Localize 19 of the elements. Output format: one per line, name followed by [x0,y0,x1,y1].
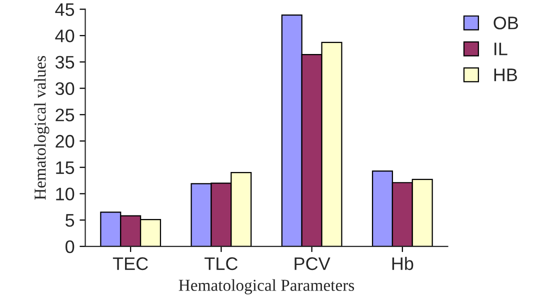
y-tick-label: 20 [56,134,74,148]
y-tick-label: 45 [55,3,74,16]
legend-label: OB [494,16,518,30]
x-tick-label: PCV [294,257,330,270]
y-tick-label: 10 [56,188,74,200]
legend-label: IL [494,42,508,56]
x-tick-label: TEC [112,257,148,270]
y-tick-label: 5 [66,214,74,227]
legend-label: HB [494,68,517,82]
y-tick-label: 15 [56,161,74,174]
y-tick-label: 25 [56,108,74,122]
x-axis-title: Hematological Parameters [178,279,354,294]
y-tick-label: 30 [55,82,74,96]
y-tick-label: 0 [66,240,74,254]
x-tick-label: TLC [204,257,238,270]
x-tick-label: Hb [392,256,414,270]
y-tick-label: 35 [55,56,74,69]
y-axis-title: Hematological values [34,56,50,200]
y-tick-label: 40 [55,30,74,42]
